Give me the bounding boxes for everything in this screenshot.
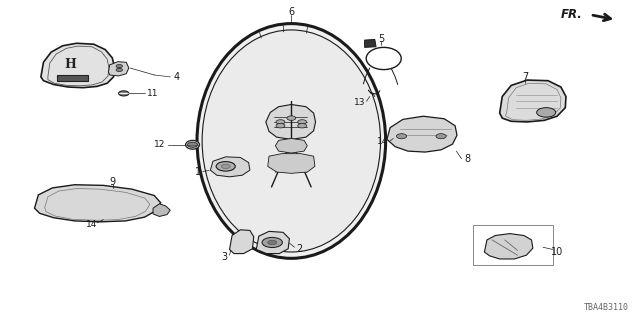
Ellipse shape [186, 140, 200, 149]
Circle shape [298, 120, 307, 124]
Text: FR.: FR. [561, 8, 582, 20]
Circle shape [188, 142, 198, 147]
Polygon shape [230, 230, 253, 253]
Text: 13: 13 [354, 99, 365, 108]
Text: TBA4B3110: TBA4B3110 [584, 303, 629, 312]
Bar [473, 225, 552, 265]
Circle shape [276, 120, 285, 124]
Text: 14: 14 [377, 137, 388, 146]
Circle shape [287, 116, 296, 120]
Circle shape [116, 65, 122, 68]
Polygon shape [108, 62, 129, 76]
Polygon shape [484, 234, 533, 259]
Circle shape [216, 162, 236, 171]
Circle shape [537, 108, 556, 117]
Ellipse shape [202, 30, 381, 252]
Text: 7: 7 [522, 72, 528, 82]
Polygon shape [256, 231, 289, 253]
Polygon shape [365, 39, 376, 47]
Polygon shape [500, 80, 566, 122]
Text: H: H [64, 58, 76, 71]
Polygon shape [275, 139, 307, 153]
Text: 14: 14 [86, 220, 97, 228]
Text: 2: 2 [296, 244, 302, 254]
Text: 11: 11 [147, 89, 158, 98]
Text: 3: 3 [221, 252, 227, 262]
Circle shape [396, 134, 406, 139]
Text: 8: 8 [465, 154, 471, 164]
Polygon shape [153, 204, 170, 216]
FancyBboxPatch shape [58, 75, 88, 81]
Text: 9: 9 [110, 177, 116, 187]
Circle shape [268, 240, 276, 245]
Polygon shape [387, 116, 457, 152]
Circle shape [116, 68, 122, 71]
Circle shape [221, 164, 230, 169]
Polygon shape [41, 43, 115, 88]
Text: 12: 12 [154, 140, 166, 149]
Polygon shape [268, 154, 315, 173]
Text: 4: 4 [173, 72, 180, 82]
Circle shape [262, 237, 282, 248]
Text: 10: 10 [550, 247, 563, 257]
Polygon shape [35, 185, 161, 222]
Text: 6: 6 [288, 7, 294, 18]
Text: 5: 5 [378, 34, 384, 44]
Polygon shape [266, 105, 316, 140]
Circle shape [298, 124, 307, 128]
Polygon shape [211, 157, 250, 177]
Circle shape [276, 124, 285, 128]
Circle shape [436, 134, 446, 139]
Ellipse shape [197, 24, 386, 258]
Circle shape [118, 91, 129, 96]
Text: 1: 1 [195, 167, 201, 177]
